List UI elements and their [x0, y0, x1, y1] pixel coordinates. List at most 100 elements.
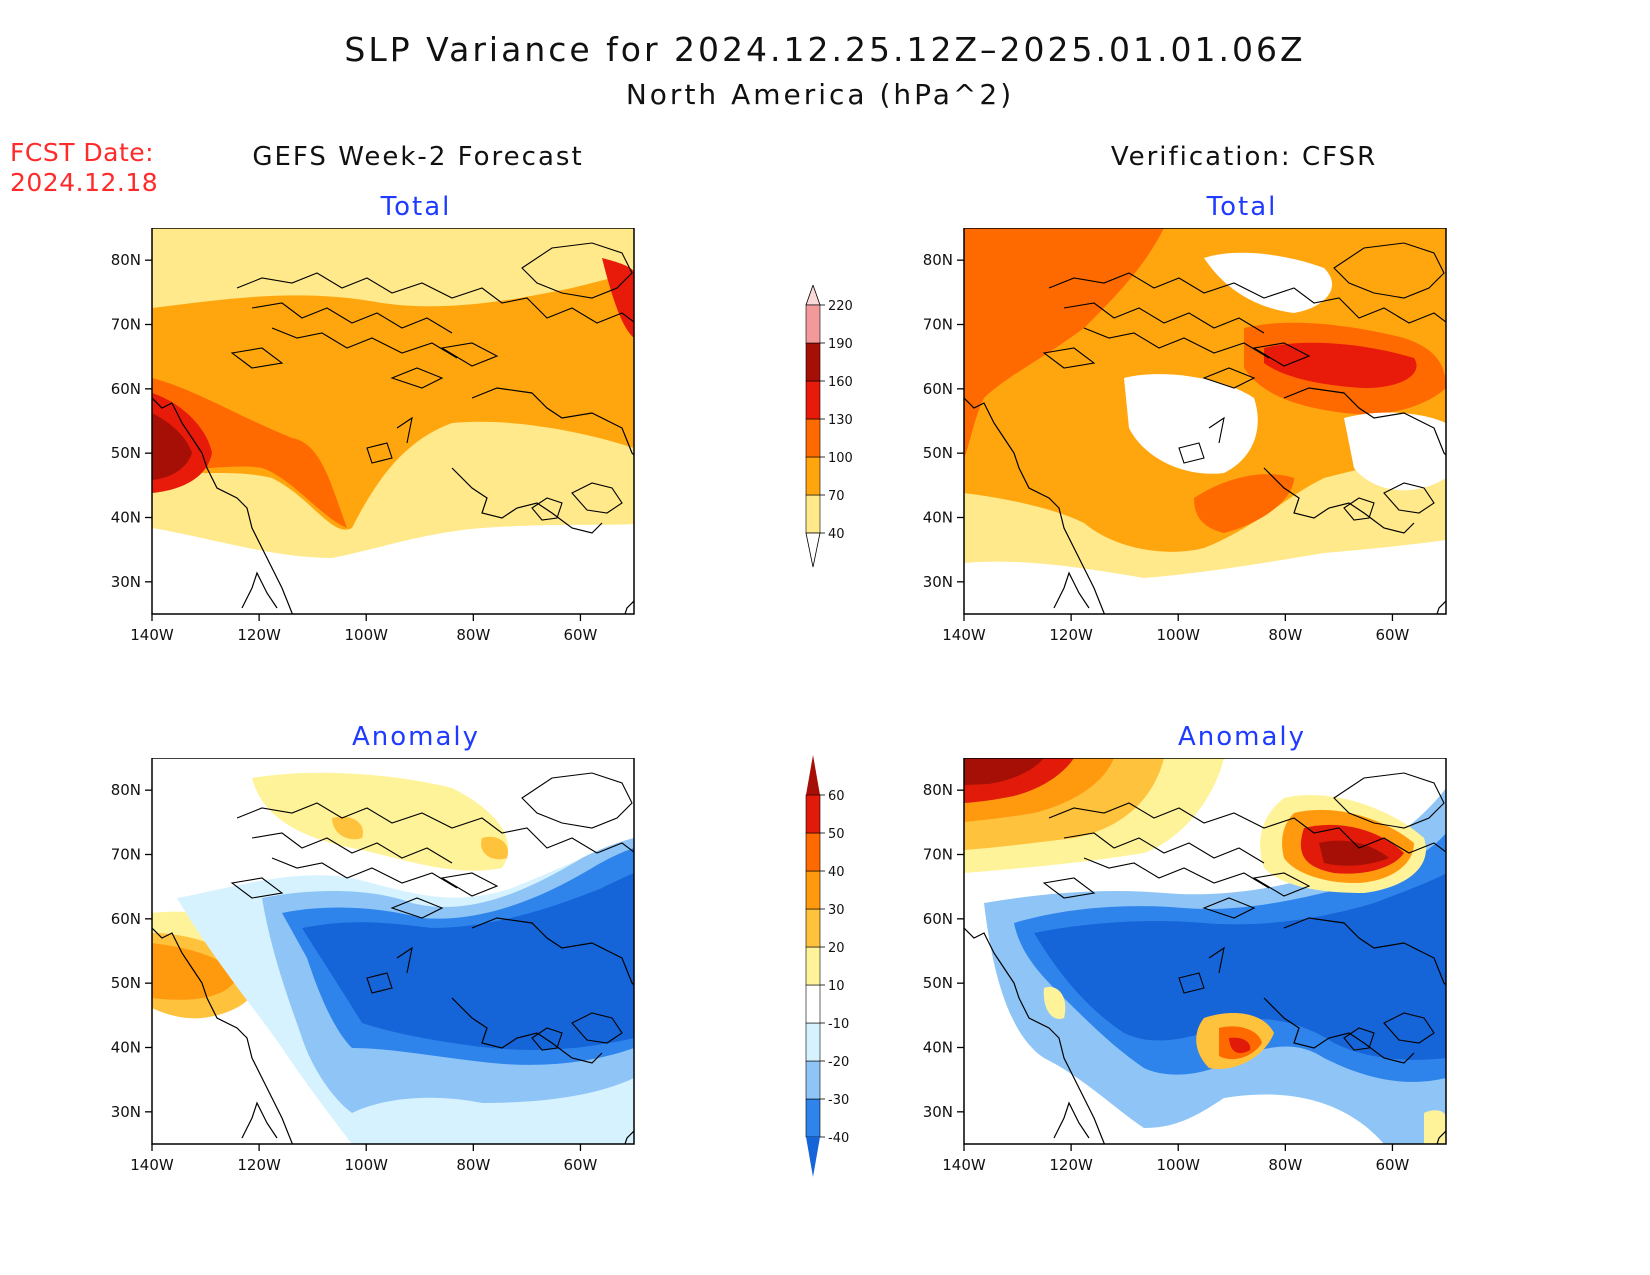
panel-title-anomaly-forecast: Anomaly [351, 722, 481, 752]
colorbar-label: -20 [828, 1055, 849, 1070]
lat-tick-label: 80N [111, 251, 141, 269]
colorbar-swatch [805, 984, 821, 1024]
colorbar-swatch [805, 1060, 821, 1100]
colorbar-label: 70 [828, 489, 845, 504]
lon-tick-label: 100W [1156, 1156, 1200, 1174]
lat-tick-label: 50N [111, 444, 141, 462]
colorbar-label: 50 [828, 827, 845, 842]
colorbar-label: -30 [828, 1093, 849, 1108]
lon-tick-label: 120W [237, 1156, 281, 1174]
lat-tick-label: 30N [111, 1103, 141, 1121]
panel-title-anomaly-verification: Anomaly [1177, 722, 1307, 752]
panel-title-total-forecast: Total [380, 192, 452, 222]
lat-tick-label: 40N [111, 1039, 141, 1057]
colorbar-label: 40 [828, 865, 845, 880]
lat-tick-label: 60N [923, 380, 953, 398]
lon-tick-label: 140W [942, 1156, 986, 1174]
lat-tick-label: 70N [923, 846, 953, 864]
figure-subtitle: North America (hPa^2) [625, 78, 1015, 111]
colorbar-swatch [805, 494, 821, 534]
colorbar-swatch [805, 304, 821, 344]
lon-tick-label: 80W [1268, 1156, 1302, 1174]
lon-tick-label: 120W [1049, 1156, 1093, 1174]
lat-tick-label: 50N [111, 974, 141, 992]
map-anomaly-verification: 140W 120W 100W 80W 60W 30N 40N 50N 60N 70N 80N [923, 758, 1447, 1174]
lat-tick-label: 60N [111, 910, 141, 928]
lat-tick-label: 30N [923, 573, 953, 591]
lon-tick-label: 140W [130, 1156, 174, 1174]
colorbar-end-low [806, 1137, 820, 1177]
colorbar-anomaly: -40 -30 -20 -10 10 20 30 40 50 60 [805, 755, 849, 1177]
lat-tick-label: 40N [923, 1039, 953, 1057]
colorbar-total: 40 70 100 130 160 190 220 [805, 285, 853, 568]
lon-tick-label: 60W [1375, 1156, 1409, 1174]
map-anomaly-forecast: 140W 120W 100W 80W 60W 30N 40N 50N 60N 70N 80N [111, 758, 635, 1174]
lon-tick-label: 80W [1268, 626, 1302, 644]
colorbar-swatch [805, 1098, 821, 1138]
lat-tick-label: 70N [111, 846, 141, 864]
lon-tick-label: 80W [456, 1156, 490, 1174]
figure-title: SLP Variance for 2024.12.25.12Z–2025.01.… [344, 30, 1306, 69]
lat-tick-label: 50N [923, 974, 953, 992]
shaded-field [152, 758, 634, 1144]
colorbar-swatch [805, 870, 821, 910]
shaded-field [964, 758, 1446, 1144]
colorbar-label: 10 [828, 979, 845, 994]
colorbar-label: 190 [828, 337, 853, 352]
colorbar-label: 20 [828, 941, 845, 956]
shaded-field [964, 228, 1446, 614]
lat-tick-label: 80N [923, 781, 953, 799]
lat-tick-label: 80N [111, 781, 141, 799]
lon-tick-label: 100W [344, 626, 388, 644]
lat-tick-label: 30N [923, 1103, 953, 1121]
lat-tick-label: 60N [923, 910, 953, 928]
lat-tick-label: 60N [111, 380, 141, 398]
colorbar-swatch [805, 380, 821, 420]
panel-title-total-verification: Total [1206, 192, 1278, 222]
lat-tick-label: 50N [923, 444, 953, 462]
lon-tick-label: 60W [563, 1156, 597, 1174]
colorbar-label: 60 [828, 789, 845, 804]
map-total-verification: 140W 120W 100W 80W 60W 30N 40N 50N 60N 70N 80N [923, 228, 1447, 644]
shaded-field [152, 228, 634, 614]
lat-tick-label: 40N [923, 509, 953, 527]
colorbar-swatch [805, 908, 821, 948]
column-title-verification: Verification: CFSR [1110, 142, 1378, 172]
colorbar-swatch [805, 418, 821, 458]
lon-tick-label: 120W [1049, 626, 1093, 644]
lat-tick-label: 80N [923, 251, 953, 269]
lon-tick-label: 140W [942, 626, 986, 644]
map-total-forecast: 140W 120W 100W 80W 60W 30N 40N 50N 60N 70N 80N [111, 228, 635, 644]
colorbar-label: 40 [828, 527, 845, 542]
column-title-forecast: GEFS Week-2 Forecast [252, 142, 584, 172]
colorbar-label: -40 [828, 1131, 849, 1146]
colorbar-label: 100 [828, 451, 853, 466]
colorbar-swatch [805, 946, 821, 986]
lon-tick-label: 120W [237, 626, 281, 644]
colorbar-end-low [805, 532, 821, 568]
lon-tick-label: 80W [456, 626, 490, 644]
colorbar-label: 130 [828, 413, 853, 428]
lon-tick-label: 60W [1375, 626, 1409, 644]
lat-tick-label: 70N [923, 316, 953, 334]
colorbar-end-high [806, 755, 820, 795]
lon-tick-label: 60W [563, 626, 597, 644]
colorbar-label: -10 [828, 1017, 849, 1032]
colorbar-swatch [805, 1022, 821, 1062]
fcst-date-value: 2024.12.18 [10, 168, 159, 197]
colorbar-swatch [805, 342, 821, 382]
colorbar-label: 220 [828, 299, 853, 314]
colorbar-label: 160 [828, 375, 853, 390]
lat-tick-label: 30N [111, 573, 141, 591]
colorbar-swatch [805, 832, 821, 872]
lat-tick-label: 70N [111, 316, 141, 334]
lon-tick-label: 100W [1156, 626, 1200, 644]
lon-tick-label: 100W [344, 1156, 388, 1174]
colorbar-end-high [805, 285, 821, 306]
colorbar-swatch [805, 794, 821, 834]
lon-tick-label: 140W [130, 626, 174, 644]
colorbar-swatch [805, 456, 821, 496]
lat-tick-label: 40N [111, 509, 141, 527]
fcst-date-block: FCST Date: 2024.12.18 [10, 138, 158, 198]
colorbar-label: 30 [828, 903, 845, 918]
